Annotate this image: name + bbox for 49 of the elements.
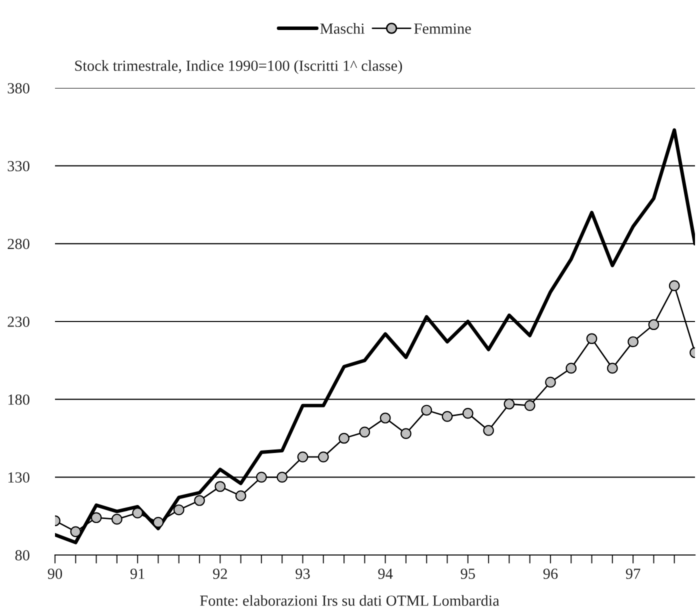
point [380, 412, 391, 424]
y-tick-label: 330 [8, 160, 30, 172]
point [338, 432, 350, 444]
legend-label: Femmine [414, 24, 471, 34]
point [462, 408, 474, 419]
point [566, 362, 577, 374]
point [173, 504, 184, 516]
point [628, 336, 638, 348]
point [483, 425, 494, 436]
point [235, 490, 246, 502]
point [256, 472, 267, 483]
x-tick-label: 93 [296, 568, 310, 579]
point [400, 428, 412, 439]
point [194, 495, 205, 506]
point [421, 404, 432, 416]
y-tick-label: 280 [8, 238, 30, 250]
point [90, 512, 102, 524]
x-tick-label: 94 [378, 568, 393, 579]
point [442, 411, 453, 422]
legend-label: Maschi [320, 23, 365, 34]
x-tick-label: 92 [213, 568, 227, 579]
y-tick-label: 180 [8, 394, 30, 405]
chart-subtitle: Stock trimestrale, Indice 1990=100 (Iscritti 1^ classe) [75, 60, 402, 74]
x-tick-label: 96 [543, 568, 558, 579]
x-tick-label: 95 [460, 568, 475, 579]
point [524, 400, 536, 411]
point [586, 333, 598, 344]
x-tick-label: 90 [48, 568, 62, 579]
x-tick-label: 97 [626, 568, 640, 579]
point [297, 452, 308, 462]
point [607, 362, 618, 374]
point [112, 514, 122, 525]
y-tick-label: 130 [8, 472, 30, 483]
y-tick-label: 380 [8, 83, 30, 94]
point [318, 452, 329, 462]
point [132, 508, 143, 518]
point [70, 526, 82, 538]
point [504, 398, 515, 410]
point [545, 376, 556, 388]
x-tick-label: 91 [130, 568, 144, 579]
point [648, 319, 660, 330]
y-tick-label: 80 [15, 550, 30, 560]
point [276, 472, 288, 483]
point [668, 280, 680, 292]
point [359, 426, 370, 438]
source-note: Fonte: elaborazioni Irs su dati OTML Lombardia [200, 595, 500, 606]
point [152, 516, 164, 528]
y-tick-label: 230 [8, 316, 30, 327]
point [214, 481, 226, 492]
